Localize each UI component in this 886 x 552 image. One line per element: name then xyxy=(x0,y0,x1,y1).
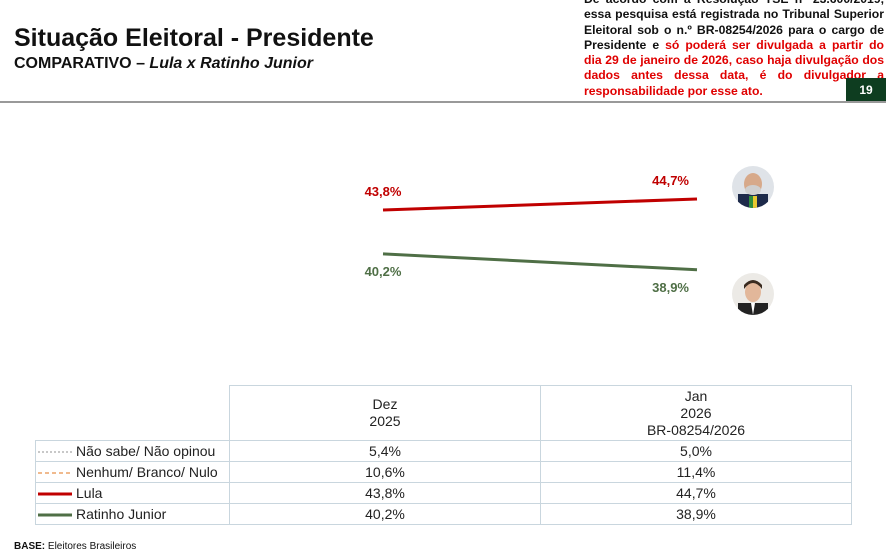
data-label: 44,7% xyxy=(652,173,689,188)
subtitle-comparison: Lula x Ratinho Junior xyxy=(149,55,313,72)
results-table: Dez 2025 Jan 2026 BR-08254/2026 Não sabe/ N… xyxy=(35,385,852,525)
legend-swatch xyxy=(38,492,72,496)
column-registration: BR-08254/2026 xyxy=(646,421,746,438)
data-label: 43,8% xyxy=(365,184,402,199)
table-row: Ratinho Junior 40,2% 38,9% xyxy=(35,503,852,525)
row-label-text: Nenhum/ Branco/ Nulo xyxy=(76,464,218,480)
series-line-lula xyxy=(382,197,698,212)
base-note: BASE: Eleitores Brasileiros xyxy=(14,541,136,552)
legend-swatch xyxy=(38,451,72,453)
legend-swatch xyxy=(38,472,72,474)
table-cell: 43,8% xyxy=(229,482,541,504)
row-label: Lula xyxy=(35,482,230,504)
notice-text: De acordo com a Resolução TSE nº 23.600/… xyxy=(584,0,884,52)
table-cell: 11,4% xyxy=(540,461,852,483)
table-cell: 5,4% xyxy=(229,440,541,462)
table-cell: 40,2% xyxy=(229,503,541,525)
column-year: 2025 xyxy=(369,413,401,429)
column-month: Dez xyxy=(372,396,398,412)
column-month: Jan xyxy=(684,387,708,404)
header-divider xyxy=(0,101,886,103)
subtitle-prefix: COMPARATIVO – xyxy=(14,55,150,72)
base-label: BASE: xyxy=(14,541,46,552)
row-label-text: Lula xyxy=(76,485,103,501)
data-label: 40,2% xyxy=(365,264,402,279)
row-label: Ratinho Junior xyxy=(35,503,230,525)
lula-photo xyxy=(732,166,774,208)
table-row: Nenhum/ Branco/ Nulo 10,6% 11,4% xyxy=(35,461,852,483)
page-title: Situação Eleitoral - Presidente xyxy=(14,24,374,52)
line-chart: 43,8% 44,7% 40,2% 38,9% xyxy=(365,173,698,295)
table-header-row: Dez 2025 Jan 2026 BR-08254/2026 xyxy=(35,385,852,441)
table-cell: 44,7% xyxy=(540,482,852,504)
row-label-text: Ratinho Junior xyxy=(76,506,167,522)
row-label-text: Não sabe/ Não opinou xyxy=(76,443,216,459)
legend-swatch xyxy=(38,513,72,517)
notice-warning: só poderá ser divulgada a partir do dia … xyxy=(584,37,884,98)
base-text: Eleitores Brasileiros xyxy=(45,541,137,552)
column-header-dez-2025: Dez 2025 xyxy=(229,385,541,441)
column-header-jan-2026: Jan 2026 BR-08254/2026 xyxy=(540,385,852,441)
table-corner xyxy=(35,385,230,441)
series-line-ratinho-junior xyxy=(382,252,698,272)
row-label: Nenhum/ Branco/ Nulo xyxy=(35,461,230,483)
legal-notice: De acordo com a Resolução TSE nº 23.600/… xyxy=(584,0,884,99)
ratinho-photo xyxy=(732,273,774,315)
table-row: Lula 43,8% 44,7% xyxy=(35,482,852,504)
row-label: Não sabe/ Não opinou xyxy=(35,440,230,462)
table-row: Não sabe/ Não opinou 5,4% 5,0% xyxy=(35,440,852,462)
table-cell: 5,0% xyxy=(540,440,852,462)
table-cell: 38,9% xyxy=(540,503,852,525)
data-label: 38,9% xyxy=(652,280,689,295)
page-subtitle: COMPARATIVO – Lula x Ratinho Junior xyxy=(14,55,313,73)
column-year: 2026 xyxy=(680,404,712,421)
page-number-badge: 19 xyxy=(846,78,886,102)
table-cell: 10,6% xyxy=(229,461,541,483)
